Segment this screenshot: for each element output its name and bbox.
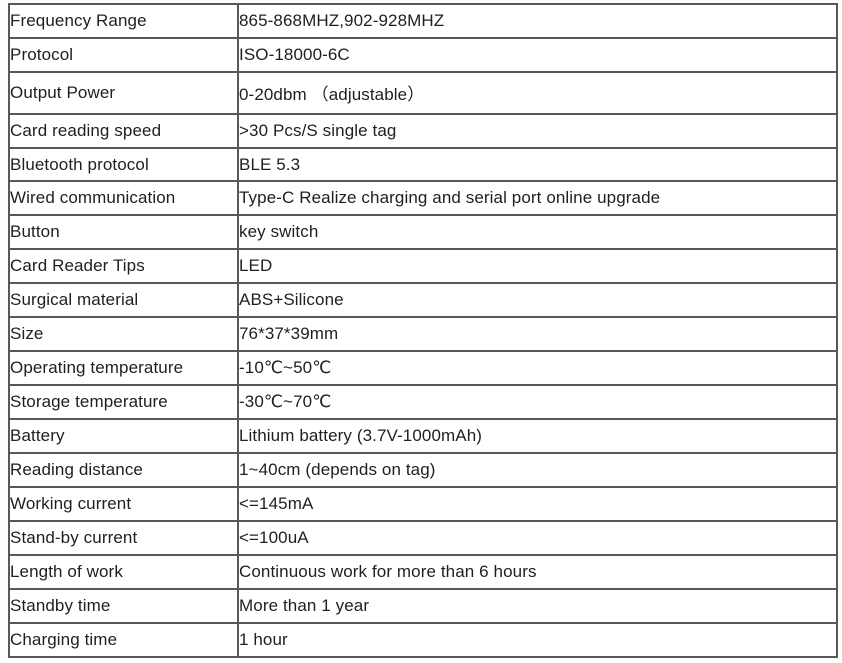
table-row: Length of work Continuous work for more t… [8,553,838,590]
table-row: Protocol ISO-18000-6C [8,36,838,73]
spec-label: Wired communication [8,180,239,217]
spec-label: Standby time [8,587,239,624]
spec-value: ISO-18000-6C [237,36,838,73]
table-row: Standby time More than 1 year [8,587,838,624]
table-row: Reading distance 1~40cm (depends on tag) [8,452,838,489]
table-row: Stand-by current <=100uA [8,520,838,556]
table-row: Bluetooth protocol BLE 5.3 [8,146,838,183]
spec-label: Protocol [8,36,239,73]
spec-label: Battery [8,418,239,455]
spec-value: Continuous work for more than 6 hours [237,553,838,590]
spec-label: Bluetooth protocol [8,146,239,183]
table-row: Size 76*37*39mm [8,316,838,353]
spec-label: Operating temperature [8,350,239,387]
spec-value: 76*37*39mm [237,316,838,353]
spec-value: -10℃~50℃ [237,350,838,387]
table-row: Working current <=145mA [8,486,838,523]
spec-value: 0-20dbm （adjustable） [237,70,838,115]
spec-label: Storage temperature [8,384,239,421]
spec-value: 865-868MHZ,902-928MHZ [237,3,838,39]
table-row: Operating temperature -10℃~50℃ [8,350,838,387]
spec-value: key switch [237,214,838,251]
table-row: Wired communication Type-C Realize chargi… [8,180,838,217]
spec-value: -30℃~70℃ [237,384,838,421]
spec-value: Type-C Realize charging and serial port … [237,180,838,217]
spec-label: Length of work [8,553,239,590]
table-row: Card Reader Tips LED [8,248,838,285]
spec-value: >30 Pcs/S single tag [237,112,838,149]
spec-label: Frequency Range [8,3,239,39]
spec-value: BLE 5.3 [237,146,838,183]
spec-label: Size [8,316,239,353]
table-row: Surgical material ABS+Silicone [8,282,838,319]
table-row: Output Power 0-20dbm （adjustable） [8,70,838,115]
spec-value: 1~40cm (depends on tag) [237,452,838,489]
spec-value: Lithium battery (3.7V-1000mAh) [237,418,838,455]
spec-value: LED [237,248,838,285]
spec-value: More than 1 year [237,587,838,624]
spec-label: Surgical material [8,282,239,319]
spec-label: Stand-by current [8,520,239,556]
spec-label: Card Reader Tips [8,248,239,285]
spec-value: 1 hour [237,621,838,659]
spec-table: Frequency Range 865-868MHZ,902-928MHZ Prot… [8,3,838,659]
table-row: Charging time 1 hour [8,621,838,659]
spec-label: Charging time [8,621,239,659]
spec-label: Output Power [8,70,239,115]
spec-value: <=100uA [237,520,838,556]
table-row: Battery Lithium battery (3.7V-1000mAh) [8,418,838,455]
table-row: Storage temperature -30℃~70℃ [8,384,838,421]
table-row: Frequency Range 865-868MHZ,902-928MHZ [8,3,838,39]
table-row: Button key switch [8,214,838,251]
spec-value: ABS+Silicone [237,282,838,319]
table-row: Card reading speed >30 Pcs/S single tag [8,112,838,149]
spec-label: Button [8,214,239,251]
spec-value: <=145mA [237,486,838,523]
spec-label: Working current [8,486,239,523]
spec-label: Card reading speed [8,112,239,149]
spec-table-body: Frequency Range 865-868MHZ,902-928MHZ Prot… [8,3,838,659]
spec-label: Reading distance [8,452,239,489]
